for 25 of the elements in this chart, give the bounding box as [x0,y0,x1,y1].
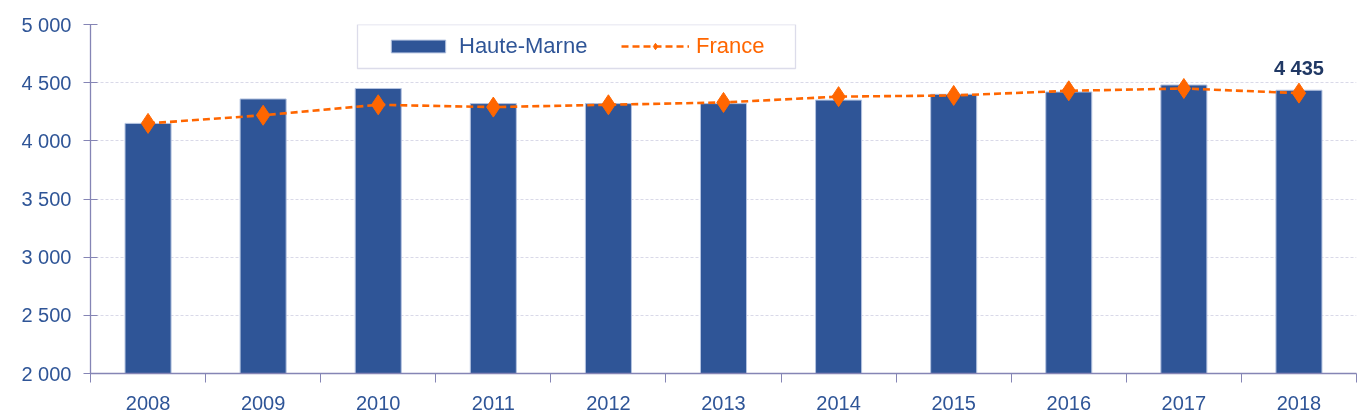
y-tick-label: 3 500 [21,188,72,210]
y-tick-label: 2 000 [21,362,72,385]
x-tick-label: 2013 [701,391,746,412]
legend-label: Haute-Marne [459,33,588,59]
point [140,112,156,134]
point [1176,77,1192,99]
x-tick-label: 2011 [471,391,515,412]
x-tick-label: 2016 [1046,391,1092,412]
x-tick-label: 2010 [355,391,401,412]
x-tick-label: 2018 [1276,391,1322,412]
x-tick-label: 2017 [1161,391,1207,412]
x-tick-label: 2009 [240,391,286,412]
point [1291,82,1307,104]
y-tick-label: 4 000 [21,129,72,152]
x-tick-label: 2014 [816,391,861,412]
data-label: 4 435 [1273,57,1324,80]
x-tick-label: 2008 [125,391,171,412]
point [255,104,271,126]
x-tick-label: 2012 [586,391,631,412]
legend-label: France [696,33,765,59]
y-tick-label: 4 500 [21,71,72,94]
x-tick-label: 2015 [931,391,976,412]
y-tick-label: 2 500 [21,304,72,327]
y-tick-label: 5 000 [21,13,72,36]
y-tick-label: 3 000 [21,246,72,269]
